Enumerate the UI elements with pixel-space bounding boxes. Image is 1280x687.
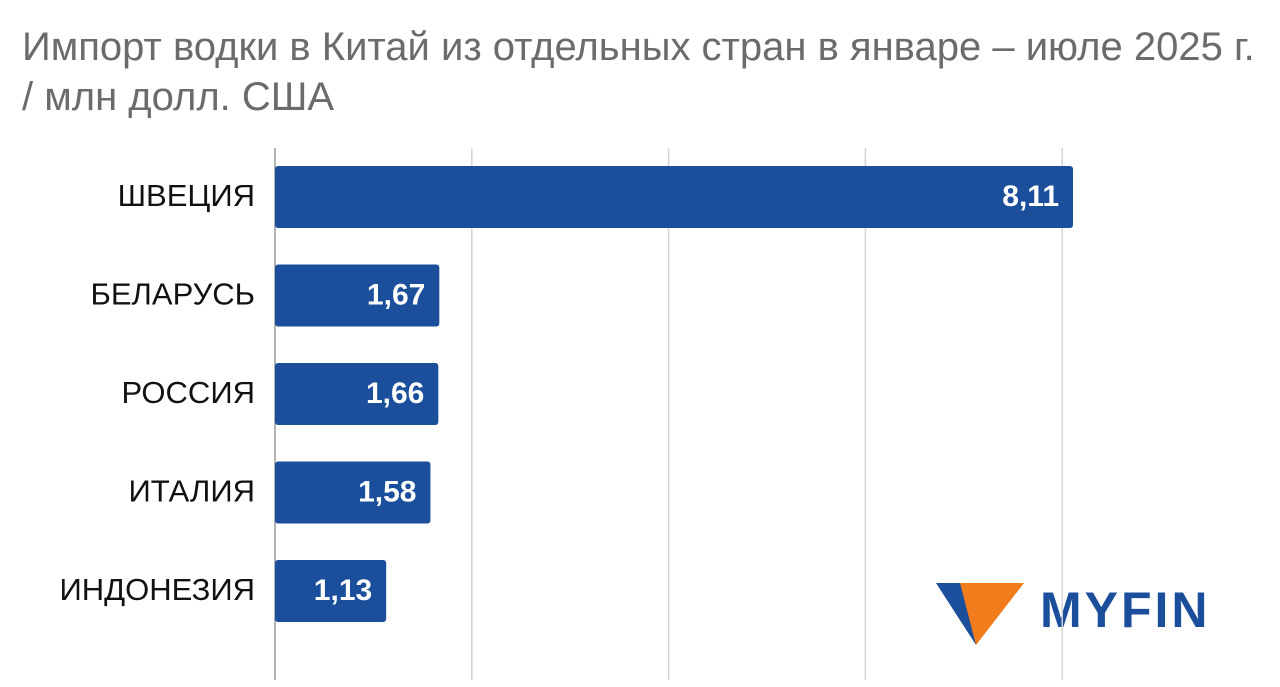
value-label: 1,67 xyxy=(367,278,425,311)
category-label: ИНДОНЕЗИЯ xyxy=(59,572,255,607)
category-label: БЕЛАРУСЬ xyxy=(91,277,255,312)
category-label: ШВЕЦИЯ xyxy=(118,178,255,213)
logo-icon xyxy=(960,583,1024,645)
bar xyxy=(275,363,439,425)
bar xyxy=(275,264,440,327)
chart-title: Импорт водки в Китай из отдельных стран … xyxy=(22,25,1255,119)
bar xyxy=(275,166,1074,228)
logo-text: MYFIN xyxy=(1040,582,1211,638)
value-label: 8,11 xyxy=(1002,180,1059,213)
value-label: 1,66 xyxy=(366,377,424,410)
value-label: 1,13 xyxy=(314,574,372,607)
bar xyxy=(275,560,387,622)
bar xyxy=(275,461,431,524)
category-label: ИТАЛИЯ xyxy=(128,474,255,509)
category-label: РОССИЯ xyxy=(121,375,255,410)
value-label: 1,58 xyxy=(358,475,416,508)
